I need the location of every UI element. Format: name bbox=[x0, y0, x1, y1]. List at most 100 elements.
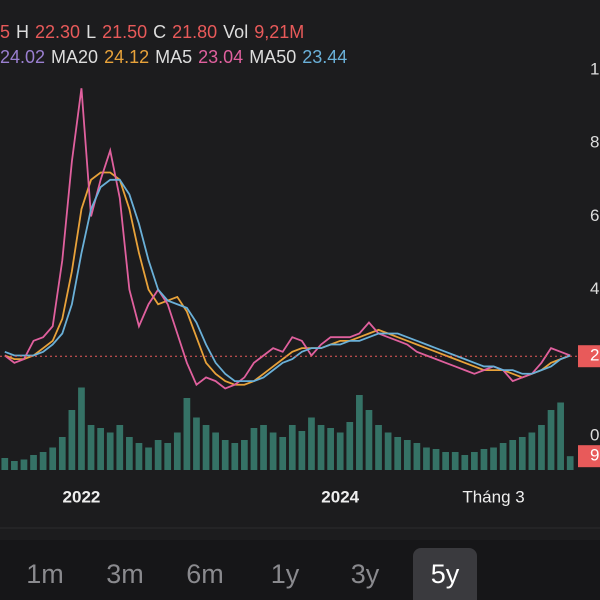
volume-bar bbox=[126, 437, 133, 470]
ma-line bbox=[4, 171, 571, 386]
volume-bar bbox=[49, 447, 57, 470]
legend-value: 23.44 bbox=[302, 47, 348, 67]
volume-bar bbox=[20, 459, 28, 470]
ohlc-item: 21.80 bbox=[172, 22, 218, 42]
volume-bar bbox=[39, 452, 47, 470]
price-badge-label: 2 bbox=[590, 346, 599, 365]
range-button[interactable]: 5y bbox=[413, 548, 477, 600]
volume-bar bbox=[308, 417, 315, 470]
ma-row: 24.02 MA20 24.12 MA5 23.04 MA50 23.44 bbox=[0, 47, 353, 68]
ohlc-item: C bbox=[153, 22, 167, 42]
ma-line bbox=[4, 178, 571, 382]
volume-badge-label: 9 bbox=[590, 446, 599, 465]
volume-bar bbox=[269, 432, 277, 470]
range-button[interactable]: 3y bbox=[350, 559, 380, 589]
range-button[interactable]: 3m bbox=[106, 559, 144, 589]
volume-bar bbox=[154, 440, 162, 470]
volume-bar bbox=[518, 437, 526, 470]
volume-bar bbox=[106, 432, 114, 470]
volume-bar bbox=[58, 437, 66, 470]
volume-bar bbox=[231, 443, 239, 470]
volume-bar bbox=[384, 432, 392, 470]
volume-bar bbox=[566, 456, 574, 470]
volume-bar bbox=[116, 425, 124, 470]
volume-bar bbox=[193, 417, 200, 470]
volume-bar bbox=[87, 425, 95, 470]
ohlc-item: L bbox=[86, 22, 97, 42]
y-tick-label: 8 bbox=[590, 133, 599, 152]
volume-bar bbox=[212, 432, 219, 470]
range-button[interactable]: 1y bbox=[270, 559, 300, 589]
x-tick-label: 2024 bbox=[321, 487, 359, 506]
volume-bar bbox=[346, 422, 354, 470]
volume-bar bbox=[499, 443, 507, 470]
volume-bar bbox=[78, 387, 85, 470]
range-button[interactable]: 6m bbox=[186, 559, 224, 589]
volume-bar bbox=[403, 440, 411, 470]
volume-bar bbox=[509, 440, 517, 470]
volume-bar bbox=[547, 410, 555, 470]
volume-bar bbox=[260, 425, 267, 470]
volume-bar bbox=[490, 447, 497, 470]
volume-bar bbox=[528, 432, 536, 470]
ohlc-item: 9,21M bbox=[254, 22, 305, 42]
ohlc-item: 5 bbox=[0, 22, 11, 42]
volume-bar bbox=[279, 437, 287, 470]
range-button[interactable]: 1m bbox=[26, 559, 64, 589]
volume-bar bbox=[365, 410, 373, 470]
volume-bar bbox=[375, 425, 382, 470]
volume-badge bbox=[578, 445, 600, 468]
volume-bar bbox=[413, 443, 421, 470]
volume-bar bbox=[221, 440, 229, 470]
ma-value: 24.02 bbox=[0, 47, 46, 67]
volume-bar bbox=[164, 443, 172, 470]
volume-bar bbox=[451, 452, 459, 470]
volume-bar bbox=[183, 398, 191, 470]
volume-bar bbox=[317, 425, 325, 470]
volume-bar bbox=[442, 452, 449, 470]
volume-bar bbox=[30, 455, 37, 470]
volume-bar bbox=[432, 449, 440, 470]
volume-bar bbox=[241, 440, 248, 470]
y-tick-label: 4 bbox=[590, 279, 599, 298]
legend-name: MA50 bbox=[249, 47, 297, 67]
volume-bar bbox=[394, 437, 402, 470]
volume-bar bbox=[298, 431, 306, 470]
volume-bar bbox=[538, 425, 545, 470]
volume-bar bbox=[471, 452, 478, 470]
volume-bar bbox=[480, 449, 488, 470]
y-tick-label: 0 bbox=[590, 425, 599, 444]
volume-bar bbox=[135, 443, 143, 470]
legend-value: 24.12 bbox=[104, 47, 150, 67]
ohlc-item: H bbox=[16, 22, 30, 42]
ohlc-item: 22.30 bbox=[35, 22, 81, 42]
volume-bar bbox=[11, 461, 18, 470]
price-badge bbox=[578, 345, 600, 368]
legend-name: MA5 bbox=[155, 47, 193, 67]
volume-bar bbox=[461, 455, 469, 470]
volume-bar bbox=[250, 428, 258, 470]
volume-bar bbox=[1, 458, 9, 470]
volume-bar bbox=[173, 432, 181, 470]
volume-bar bbox=[145, 447, 152, 470]
volume-bar bbox=[327, 428, 334, 470]
volume-bar bbox=[288, 425, 296, 470]
ohlc-row: 5 H 22.30 L 21.50 C 21.80 Vol 9,21M bbox=[0, 22, 310, 43]
y-tick-label: 1 bbox=[590, 59, 599, 78]
ohlc-item: Vol bbox=[223, 22, 249, 42]
x-tick-label: 2022 bbox=[63, 487, 101, 506]
volume-bar bbox=[356, 395, 363, 470]
volume-bar bbox=[97, 428, 104, 470]
y-tick-label: 6 bbox=[590, 206, 599, 225]
volume-bar bbox=[423, 447, 430, 470]
volume-bar bbox=[336, 432, 344, 470]
x-tick-label: Tháng 3 bbox=[462, 487, 524, 506]
range-bar: 1m 3m 6m 1y 3y 5y bbox=[0, 540, 600, 600]
legend-value: 23.04 bbox=[198, 47, 244, 67]
volume-bar bbox=[202, 425, 210, 470]
ohlc-item: 21.50 bbox=[102, 22, 148, 42]
ma-line bbox=[4, 88, 571, 390]
legend-name: MA20 bbox=[51, 47, 99, 67]
volume-bar bbox=[557, 402, 564, 470]
